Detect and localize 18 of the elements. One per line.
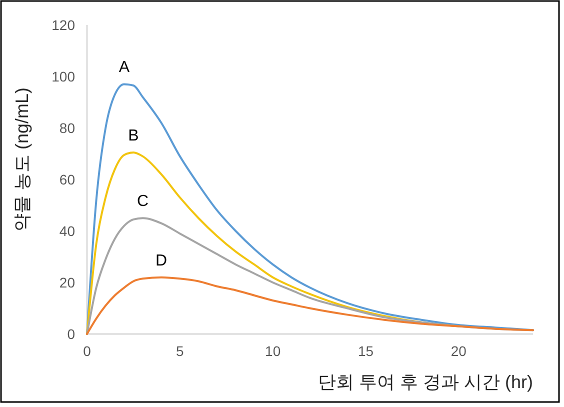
- series-label: D: [156, 252, 168, 270]
- series-label: B: [128, 127, 139, 144]
- x-axis-title: 단회 투여 후 경과 시간 (hr): [318, 372, 533, 392]
- x-tick-label: 5: [176, 343, 184, 359]
- y-tick-label: 20: [59, 274, 76, 290]
- x-tick-label: 10: [265, 343, 281, 359]
- y-tick-label: 100: [52, 68, 76, 84]
- y-tick-label: 120: [52, 16, 76, 33]
- y-axis-title: 약물 농도 (ng/mL): [12, 87, 32, 232]
- x-tick-label: 20: [450, 343, 467, 359]
- y-tick-label: 80: [59, 120, 76, 136]
- series-label: C: [136, 193, 149, 210]
- y-tick-label: 0: [67, 326, 76, 342]
- series-label: A: [118, 59, 130, 76]
- x-tick-label: 15: [358, 343, 374, 359]
- y-tick-label: 60: [59, 171, 76, 188]
- y-tick-label: 40: [59, 222, 76, 239]
- x-tick-label: 0: [83, 343, 92, 359]
